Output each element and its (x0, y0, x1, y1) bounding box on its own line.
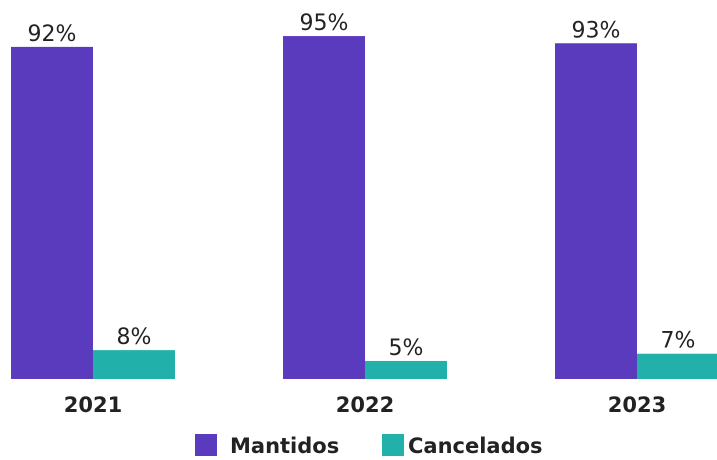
value-label: 8% (117, 325, 152, 350)
value-label: 92% (28, 22, 77, 47)
value-label: 95% (300, 11, 349, 36)
value-label: 7% (661, 329, 696, 354)
bar (637, 353, 717, 379)
legend-swatch (382, 434, 404, 456)
legend-label: Cancelados (408, 434, 543, 458)
bar (365, 360, 447, 379)
legend-swatch (195, 434, 217, 456)
x-tick-label: 2023 (608, 393, 666, 417)
x-tick-label: 2021 (64, 393, 122, 417)
bar (555, 43, 637, 380)
bar (93, 350, 175, 379)
legend-label: Mantidos (230, 434, 339, 458)
value-label: 5% (389, 336, 424, 361)
bar (11, 46, 93, 379)
x-tick-label: 2022 (336, 393, 394, 417)
value-label: 93% (572, 18, 621, 43)
bar (283, 36, 365, 380)
